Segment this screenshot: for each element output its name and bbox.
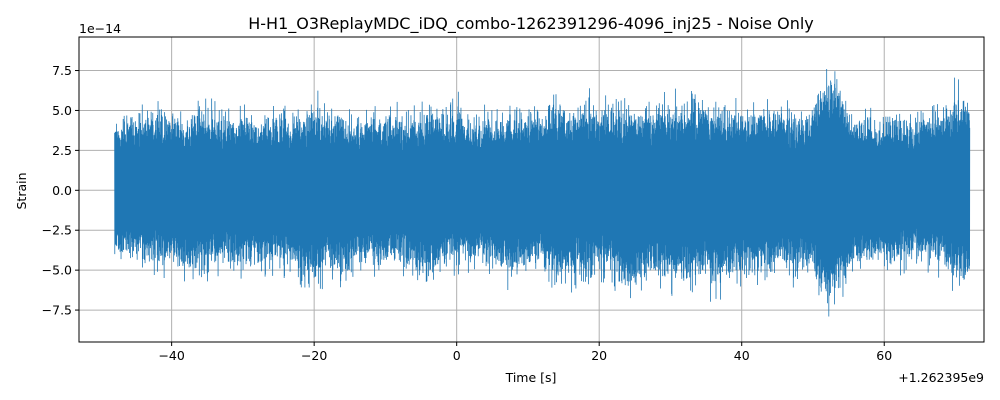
y-tick-label: 5.0	[52, 103, 72, 118]
x-axis-offset-label: +1.262395e9	[898, 370, 984, 385]
y-tick-label: −2.5	[42, 223, 72, 238]
y-axis-label: Strain	[14, 172, 29, 209]
strain-series-line	[114, 69, 971, 317]
axes: −40 −20 0 20 40 60 −7.5 −5.0 −2.5 0.0 2.5 5.0 7.5	[42, 36, 985, 363]
y-tick-label: 0.0	[52, 183, 72, 198]
x-tick-label: 60	[876, 348, 892, 363]
x-axis-label: Time [s]	[505, 370, 557, 385]
axes-frame	[78, 36, 985, 343]
y-axis-scale-label: 1e−14	[79, 21, 121, 36]
y-tick-label: −5.0	[42, 263, 72, 278]
y-tick-label: 2.5	[52, 143, 72, 158]
x-tick-label: −40	[158, 348, 184, 363]
y-tick-label: 7.5	[52, 63, 72, 78]
plot-area	[114, 69, 971, 317]
x-tick-label: −20	[301, 348, 327, 363]
x-tick-label: 0	[453, 348, 461, 363]
chart-title: H-H1_O3ReplayMDC_iDQ_combo-1262391296-40…	[248, 14, 814, 34]
x-tick-label: 20	[591, 348, 607, 363]
y-tick-label: −7.5	[42, 303, 72, 318]
x-tick-label: 40	[734, 348, 750, 363]
